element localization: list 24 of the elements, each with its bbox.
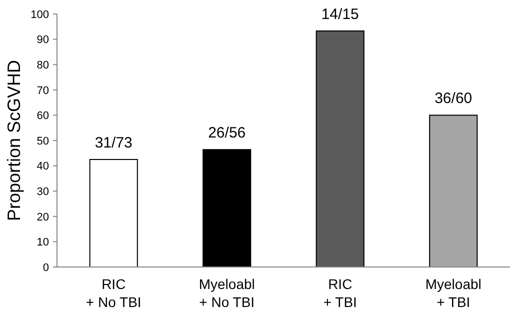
y-tick-label: 100 xyxy=(30,8,49,21)
bar xyxy=(316,30,364,268)
y-tick-label: 50 xyxy=(36,135,49,148)
y-axis-title: Proportion ScGVHD xyxy=(4,60,24,222)
x-tick-label: RIC + TBI xyxy=(323,276,357,310)
data-label: 14/15 xyxy=(321,6,359,23)
y-tick-label: 30 xyxy=(36,186,49,198)
x-tick-label: Myeloabl + TBI xyxy=(425,276,482,310)
data-label: 36/60 xyxy=(434,90,472,108)
y-tick-label: 10 xyxy=(36,236,49,249)
y-tick-label: 80 xyxy=(36,59,49,72)
data-label: 31/73 xyxy=(94,134,132,152)
x-tick-label: RIC + No TBI xyxy=(86,276,142,310)
y-tick-label: 40 xyxy=(36,160,49,173)
y-tick-label: 20 xyxy=(36,211,49,224)
bar xyxy=(429,114,478,268)
bar xyxy=(202,149,252,268)
data-label: 26/56 xyxy=(208,124,246,142)
bar xyxy=(89,158,138,268)
y-tick-label: 0 xyxy=(42,262,49,274)
y-tick-label: 90 xyxy=(36,34,49,46)
y-tick-label: 60 xyxy=(36,110,49,122)
x-tick-label: Myeloabl + No TBI xyxy=(198,276,255,310)
y-tick-label: 70 xyxy=(36,84,49,97)
